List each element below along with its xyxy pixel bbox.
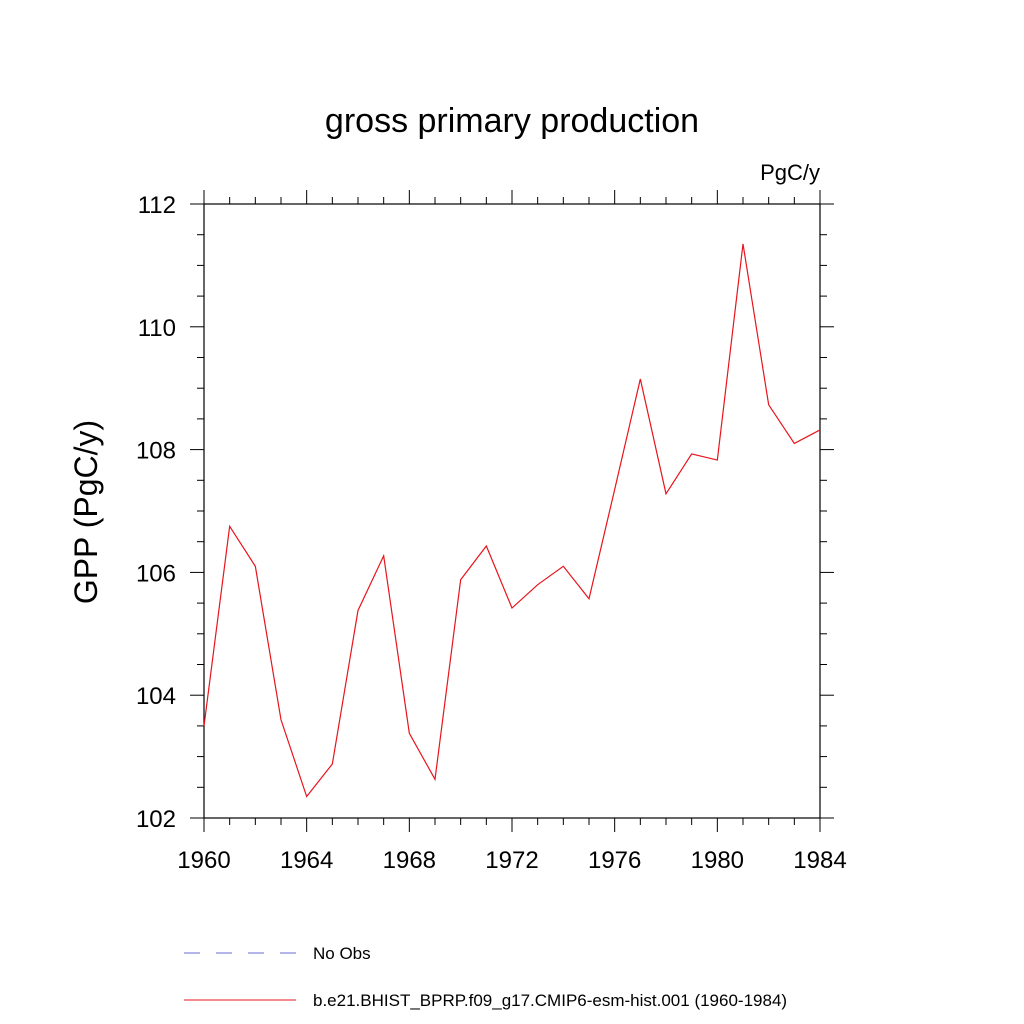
chart-title: gross primary production [325,102,699,140]
x-tick-label: 1972 [485,847,538,874]
legend-label: b.e21.BHIST_BPRP.f09_g17.CMIP6-esm-hist.… [313,991,787,1010]
y-tick-label: 112 [138,192,176,219]
y-axis-label: GPP (PgC/y) [68,420,104,604]
x-tick-label: 1984 [793,847,846,874]
x-tick-label: 1980 [691,847,744,874]
y-tick-label: 110 [138,315,176,342]
x-tick-label: 1964 [280,847,333,874]
units-label: PgC/y [760,160,820,185]
x-tick-label: 1976 [588,847,641,874]
series-line [203,243,821,798]
y-tick-label: 102 [136,806,176,833]
axis-ticks [190,190,834,832]
series-layer [203,243,821,798]
axis-tick-labels: 1960 1964 1968 1972 1976 1980 1984 102 104 106 108… [136,192,847,874]
x-tick-label: 1968 [383,847,436,874]
x-tick-label: 1960 [177,847,230,874]
legend-label: No Obs [313,944,371,963]
y-tick-label: 106 [136,560,176,587]
y-tick-label: 104 [136,683,176,710]
plot-frame [203,203,821,819]
legend: No Obs b.e21.BHIST_BPRP.f09_g17.CMIP6-esm… [184,944,787,1010]
y-tick-label: 108 [136,438,176,465]
